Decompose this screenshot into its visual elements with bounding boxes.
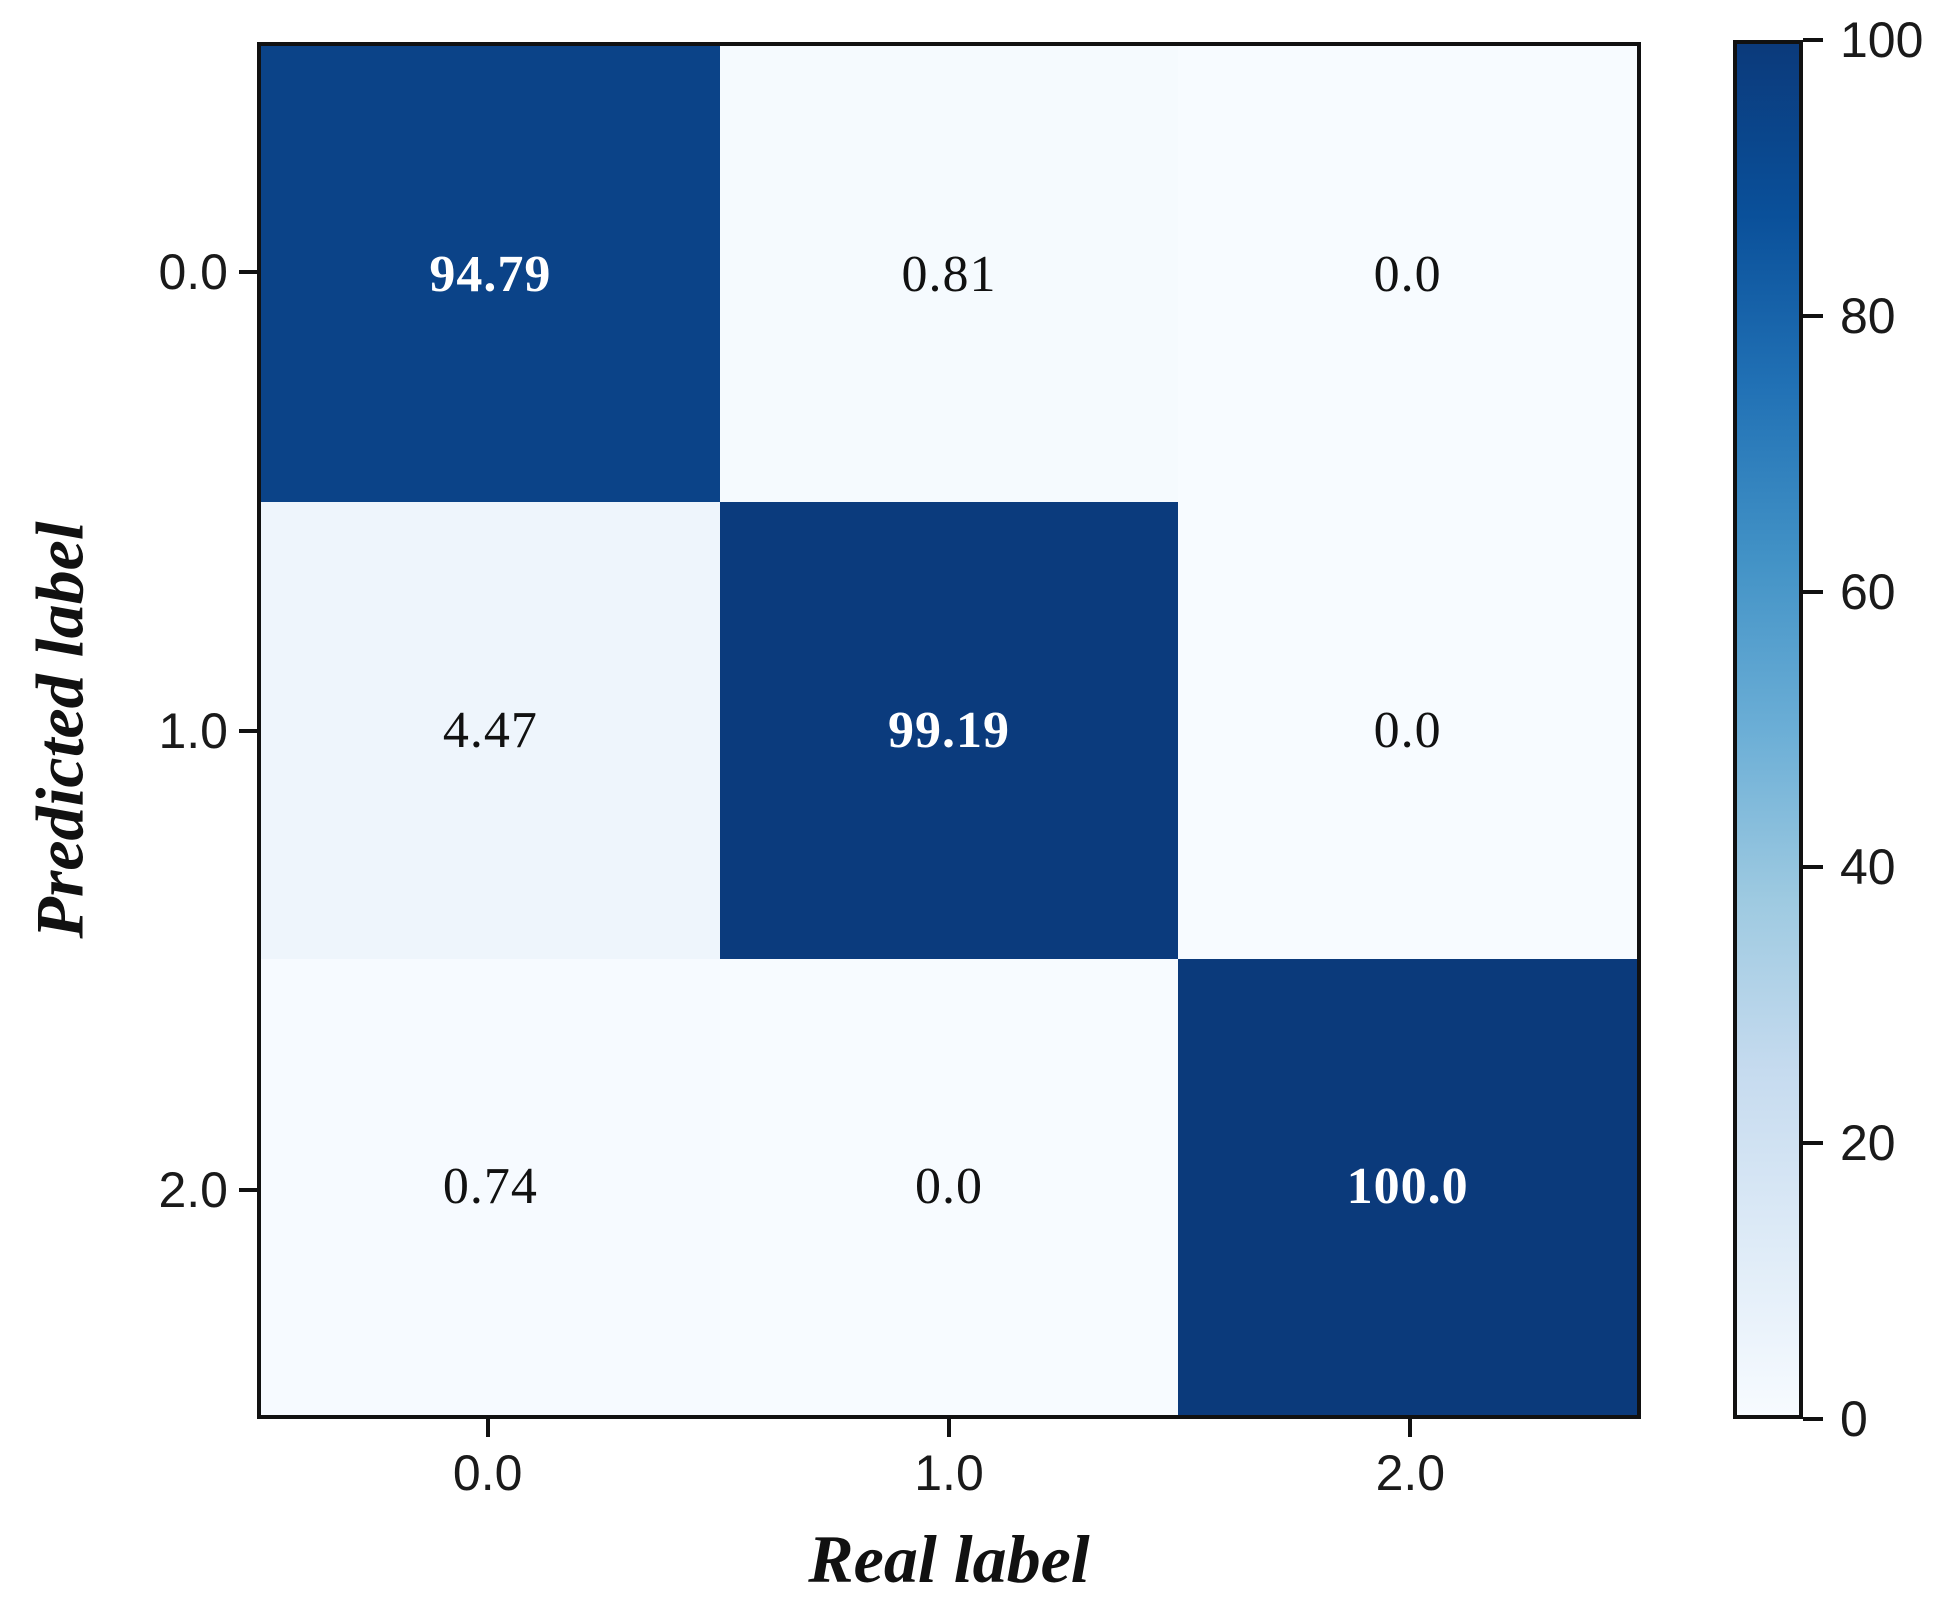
x-tick-label: 2.0: [1375, 1445, 1446, 1501]
x-axis-tick-labels: 0.0 1.0 2.0: [257, 1444, 1641, 1504]
colorbar-tick-mark: [1803, 1141, 1823, 1146]
colorbar-tick-mark: [1803, 313, 1823, 318]
y-tick-label: 1.0: [158, 702, 228, 759]
colorbar-tick-mark: [1803, 589, 1823, 594]
heatmap-cell: 4.47: [261, 502, 720, 959]
colorbar: [1733, 40, 1803, 1419]
cell-value: 0.0: [914, 1158, 983, 1216]
heatmap-cell: 99.19: [719, 502, 1179, 959]
x-axis-tick-marks: [257, 1419, 1641, 1441]
y-tick-label: 0.0: [158, 243, 228, 300]
colorbar-tick-mark: [1803, 38, 1823, 42]
x-axis-title: Real label: [808, 1521, 1090, 1597]
colorbar-tick-label: 60: [1840, 563, 1896, 620]
colorbar-tick-labels: 100 80 60 40 20 0: [1840, 12, 1940, 1447]
cell-value: 100.0: [1346, 1158, 1469, 1216]
cell-value: 0.0: [1373, 701, 1442, 759]
cell-value: 0.0: [1373, 245, 1442, 303]
x-tick-mark: [1408, 1419, 1413, 1437]
x-tick-mark: [485, 1419, 490, 1437]
heatmap-cell: 0.81: [719, 46, 1179, 503]
heatmap-cell: 0.0: [1178, 46, 1637, 503]
y-tick-mark: [239, 269, 257, 274]
y-tick-mark: [239, 728, 257, 733]
y-tick-label: 2.0: [158, 1161, 228, 1218]
colorbar-tick-label: 20: [1840, 1115, 1896, 1172]
cell-value: 0.74: [442, 1158, 538, 1216]
x-tick-label: 1.0: [914, 1445, 984, 1501]
heatmap-cell: 94.79: [261, 46, 720, 503]
cell-value: 99.19: [887, 701, 1010, 759]
y-axis-tick-marks: [235, 42, 257, 1419]
heatmap-cell: 0.0: [719, 958, 1179, 1415]
y-tick-mark: [239, 1187, 257, 1192]
cell-value: 0.81: [901, 245, 997, 303]
colorbar-tick-marks: [1803, 38, 1827, 1421]
heatmap-cell: 0.0: [1178, 502, 1637, 959]
heatmap-grid: 94.79 0.81 0.0 4.47 99.19 0.0 0.74 0.0 100.0: [261, 46, 1637, 1415]
heatmap-cell: 0.74: [261, 958, 720, 1415]
colorbar-tick-label: 100: [1840, 12, 1924, 68]
y-axis-title: Predicted label: [21, 521, 98, 939]
x-tick-mark: [947, 1419, 951, 1437]
colorbar-tick-label: 0: [1840, 1391, 1868, 1447]
y-axis-tick-labels: 0.0 1.0 2.0: [0, 42, 228, 1419]
colorbar-tick-label: 80: [1840, 287, 1896, 344]
colorbar-tick-mark: [1803, 1417, 1823, 1421]
colorbar-tick-label: 40: [1840, 839, 1896, 896]
cell-value: 94.79: [429, 245, 552, 303]
cell-value: 4.47: [442, 701, 538, 759]
heatmap-cell: 100.0: [1178, 958, 1637, 1415]
colorbar-tick-mark: [1803, 865, 1823, 870]
heatmap-plot: 94.79 0.81 0.0 4.47 99.19 0.0 0.74 0.0 100.0: [257, 42, 1641, 1419]
x-tick-label: 0.0: [452, 1445, 523, 1501]
